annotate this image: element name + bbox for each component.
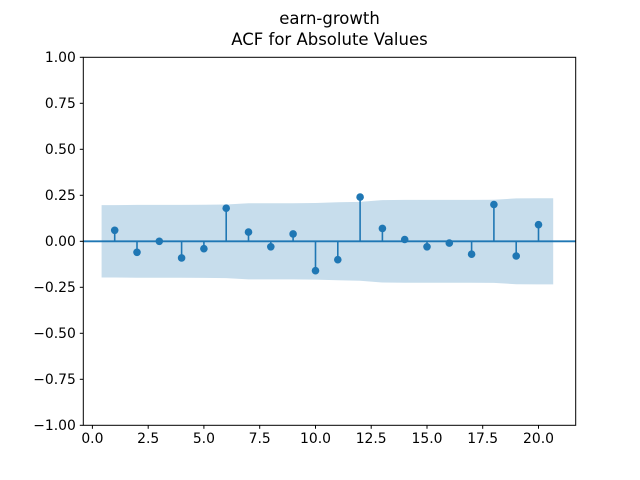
chart-title-line2: ACF for Absolute Values — [231, 30, 428, 49]
acf-marker-lag-5 — [200, 244, 208, 253]
x-tick-label: 17.5 — [467, 431, 498, 447]
x-tick-label: 20.0 — [523, 431, 554, 447]
acf-marker-lag-14 — [400, 235, 409, 244]
acf-marker-lag-16 — [445, 239, 454, 247]
x-tick-label: 15.0 — [412, 431, 443, 447]
x-tick-label: 12.5 — [356, 431, 387, 447]
axes-spines — [82, 56, 577, 426]
acf-marker-lag-9 — [289, 230, 297, 238]
acf-marker-lag-15 — [423, 243, 431, 251]
y-tick-label: −1.00 — [33, 418, 76, 434]
acf-marker-lag-7 — [244, 228, 253, 236]
x-tick-label: 5.0 — [193, 431, 215, 447]
acf-marker-lag-20 — [534, 220, 543, 229]
acf-marker-lag-6 — [222, 204, 230, 212]
chart-title-line1: earn-growth — [279, 9, 380, 28]
x-tick-label: 10.0 — [300, 431, 331, 447]
acf-marker-lag-19 — [512, 252, 520, 260]
y-tick-label: 0.75 — [45, 96, 76, 112]
y-tick-label: −0.75 — [33, 372, 76, 388]
acf-marker-lag-18 — [490, 200, 498, 209]
y-tick-label: −0.50 — [33, 326, 76, 342]
acf-marker-lag-12 — [356, 193, 364, 201]
acf-marker-lag-4 — [177, 254, 186, 262]
y-tick-label: 1.00 — [45, 50, 76, 66]
acf-marker-lag-2 — [133, 248, 141, 257]
x-tick-label: 0.0 — [81, 431, 103, 447]
acf-marker-lag-17 — [467, 250, 476, 258]
y-tick-label: 0.50 — [45, 142, 76, 158]
acf-marker-lag-11 — [334, 255, 342, 264]
y-tick-label: −0.25 — [33, 280, 76, 296]
acf-marker-lag-10 — [311, 266, 320, 275]
acf-marker-lag-8 — [267, 243, 275, 251]
acf-marker-lag-13 — [378, 224, 387, 233]
acf-marker-lag-1 — [110, 226, 119, 235]
y-tick-label: 0.25 — [45, 188, 76, 204]
acf-marker-lag-3 — [155, 237, 164, 246]
x-tick-label: 2.5 — [137, 431, 159, 447]
y-tick-label: 0.00 — [45, 234, 76, 250]
x-tick-label: 7.5 — [249, 431, 271, 447]
